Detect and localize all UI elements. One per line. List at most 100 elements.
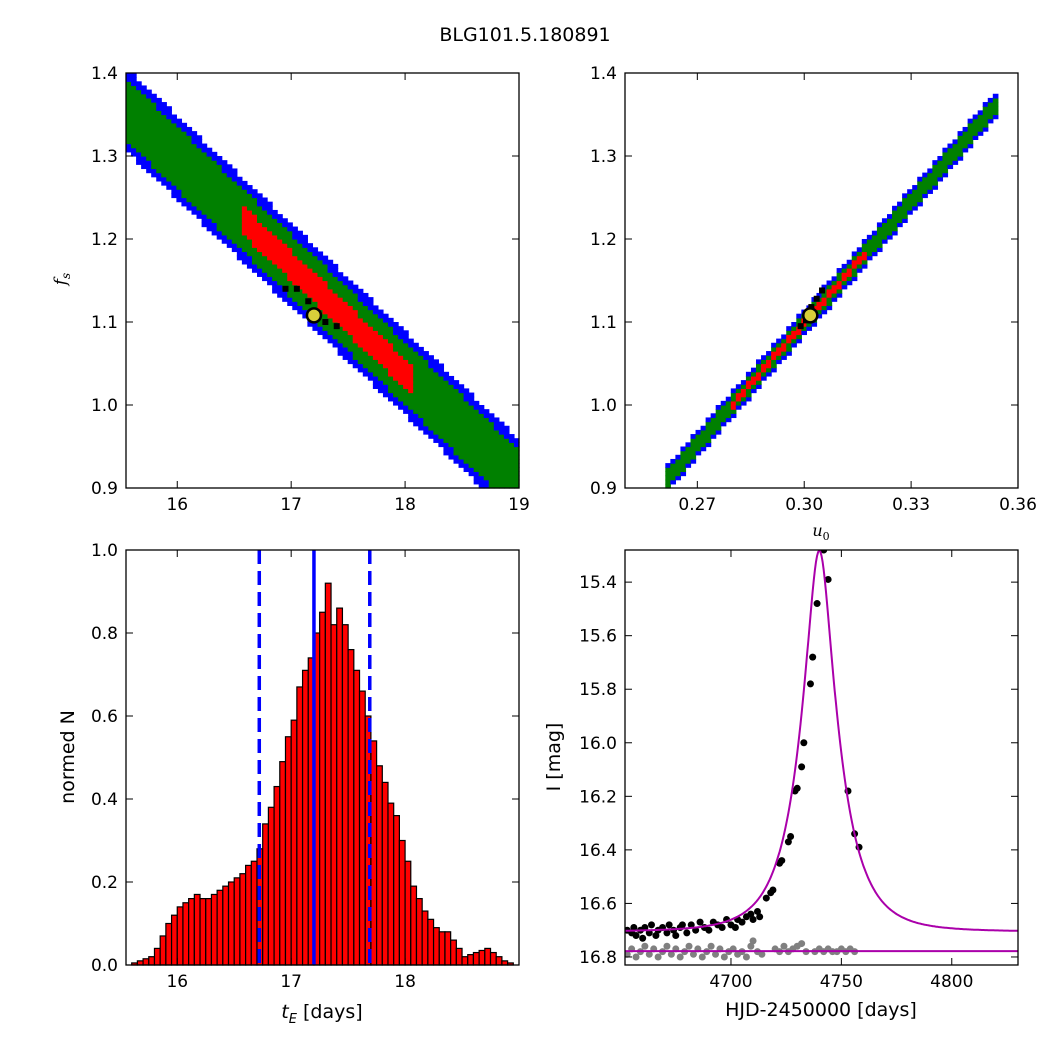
event-data-point	[778, 857, 786, 865]
cell-2sigma	[146, 156, 152, 161]
cell-2sigma	[458, 429, 465, 435]
cell-2sigma	[251, 205, 258, 211]
cell-2sigma	[433, 380, 439, 385]
cell-2sigma	[992, 110, 999, 116]
histogram-bar	[324, 582, 332, 966]
cell-2sigma	[393, 342, 399, 348]
cell-2sigma	[917, 180, 923, 186]
cell-2sigma	[211, 164, 218, 170]
cell-2sigma	[221, 189, 228, 194]
cell-2sigma	[136, 114, 142, 120]
cell-3sigma	[756, 359, 762, 365]
cell-2sigma	[226, 180, 233, 186]
cell-2sigma	[131, 126, 137, 132]
cell-1sigma	[327, 292, 334, 298]
cell-2sigma	[473, 463, 480, 468]
cell-2sigma	[191, 180, 198, 186]
cell-2sigma	[272, 222, 278, 228]
cell-3sigma	[508, 434, 515, 439]
cell-1sigma	[372, 342, 379, 348]
cell-3sigma	[513, 442, 520, 448]
cell-2sigma	[685, 450, 692, 456]
cell-3sigma	[428, 355, 434, 360]
cell-2sigma	[730, 392, 737, 398]
cell-3sigma	[448, 454, 455, 460]
cell-2sigma	[761, 359, 767, 365]
cell-2sigma	[372, 322, 379, 327]
cell-2sigma	[498, 483, 505, 489]
cell-2sigma	[720, 417, 727, 423]
cell-1sigma	[292, 268, 298, 273]
cell-1sigma	[362, 330, 369, 336]
cell-2sigma	[483, 438, 490, 443]
cell-2sigma	[700, 442, 707, 448]
cell-2sigma	[438, 396, 445, 402]
cell-2sigma	[347, 288, 354, 294]
cell-1sigma	[352, 330, 359, 336]
cell-3sigma	[211, 156, 218, 161]
cell-3sigma	[126, 77, 132, 82]
cell-1sigma	[382, 342, 389, 348]
cell-3sigma	[236, 251, 243, 257]
cell-1sigma	[398, 355, 404, 360]
baseline-data-point	[689, 950, 697, 958]
cell-2sigma	[151, 122, 157, 128]
cell-1sigma	[347, 330, 354, 336]
cell-2sigma	[181, 180, 188, 186]
cell-1sigma	[352, 334, 359, 340]
cell-2sigma	[448, 417, 455, 423]
cell-2sigma	[241, 243, 248, 248]
cell-1sigma	[241, 209, 248, 215]
cell-2sigma	[287, 239, 293, 244]
cell-1sigma	[347, 313, 354, 319]
cell-2sigma	[483, 429, 490, 435]
cell-3sigma	[861, 239, 868, 244]
cell-3sigma	[257, 193, 263, 199]
cell-2sigma	[166, 135, 172, 140]
cell-1sigma	[337, 317, 344, 323]
cell-2sigma	[181, 168, 188, 174]
cell-2sigma	[141, 118, 147, 124]
cell-1sigma	[312, 292, 319, 298]
cell-3sigma	[171, 118, 177, 124]
cell-2sigma	[922, 176, 928, 182]
cell-3sigma	[438, 442, 445, 448]
cell-2sigma	[433, 388, 439, 394]
baseline-data-point	[667, 950, 675, 958]
cell-2sigma	[438, 388, 445, 394]
cell-3sigma	[413, 413, 419, 419]
cell-2sigma	[957, 143, 964, 149]
baseline-data-point	[780, 942, 788, 950]
cell-2sigma	[680, 463, 687, 468]
cell-2sigma	[821, 305, 828, 311]
cell-2sigma	[488, 434, 495, 439]
cell-2sigma	[136, 135, 142, 140]
baseline-data-point	[742, 953, 750, 961]
cell-2sigma	[423, 396, 429, 402]
cell-2sigma	[413, 392, 419, 398]
core-cell	[808, 304, 815, 311]
cell-2sigma	[216, 214, 223, 219]
cell-2sigma	[287, 280, 293, 286]
cell-3sigma	[826, 280, 833, 286]
event-data-point	[749, 915, 757, 923]
cell-2sigma	[166, 168, 172, 174]
cell-2sigma	[352, 351, 359, 356]
cell-1sigma	[771, 355, 777, 360]
cell-2sigma	[398, 351, 404, 356]
cell-1sigma	[393, 359, 399, 365]
cell-2sigma	[141, 147, 147, 153]
cell-1sigma	[357, 322, 364, 327]
baseline-data-point	[747, 942, 755, 950]
cell-2sigma	[700, 434, 707, 439]
cell-1sigma	[287, 268, 293, 273]
cell-1sigma	[836, 284, 843, 290]
cell-2sigma	[282, 280, 288, 286]
cell-3sigma	[372, 375, 379, 381]
cell-2sigma	[463, 421, 470, 427]
cell-2sigma	[176, 131, 183, 136]
cell-3sigma	[488, 417, 495, 423]
cell-2sigma	[201, 189, 208, 194]
cell-2sigma	[771, 363, 777, 369]
cell-2sigma	[967, 139, 974, 145]
